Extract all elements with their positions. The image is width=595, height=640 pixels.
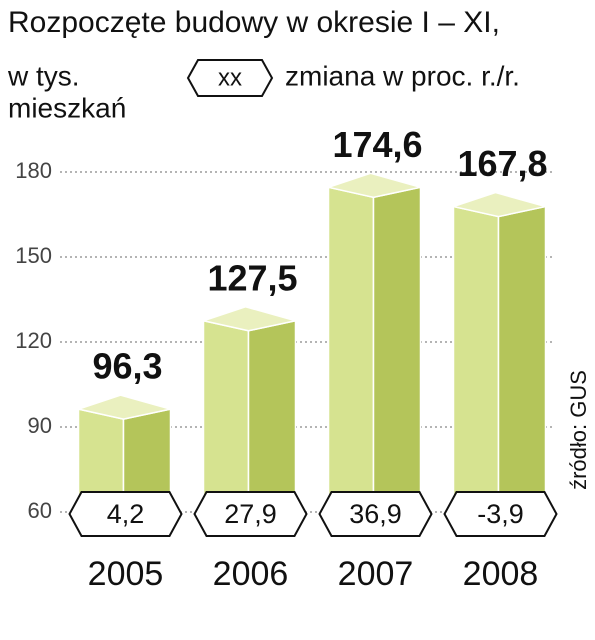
bar-side [247,319,297,513]
change-label: -3,9 [477,499,524,529]
y-tick-label: 60 [28,498,52,523]
change-box [68,491,183,537]
x-tick-label: 2007 [338,555,414,593]
bar-top [75,394,171,420]
legend-marker: xx [218,64,242,91]
source: źródło: GUS [566,370,591,490]
bar-side [497,205,547,513]
bar-front [202,319,250,513]
change-label: 4,2 [107,499,145,529]
y-tick-label: 90 [28,413,52,438]
y-tick-label: 120 [15,328,52,353]
x-tick-label: 2008 [463,555,539,593]
change-box [193,491,308,537]
x-tick-label: 2005 [88,555,164,593]
value-label: 167,8 [457,143,547,184]
y-axis-label: mieszkań [8,92,126,123]
bar-top [200,305,296,332]
value-label: 174,6 [332,124,422,165]
change-label: 27,9 [224,499,277,529]
y-tick-label: 180 [15,158,52,183]
change-label: 36,9 [349,499,402,529]
value-label: 127,5 [207,257,297,298]
change-box [318,491,433,537]
bar-front [327,186,375,513]
legend-label: zmiana w proc. r./r. [285,60,520,91]
x-tick-label: 2006 [213,555,289,593]
bar-top [325,172,421,199]
bar-side [372,186,422,513]
chart-title: Rozpoczęte budowy w okresie I – XI, [8,6,500,39]
value-label: 96,3 [92,346,162,387]
bar-top [450,191,546,218]
y-tick-label: 150 [15,243,52,268]
bar-front [452,205,500,513]
y-axis-label: w tys. [7,60,80,91]
change-box [443,491,558,537]
legend-marker-box [186,59,274,97]
